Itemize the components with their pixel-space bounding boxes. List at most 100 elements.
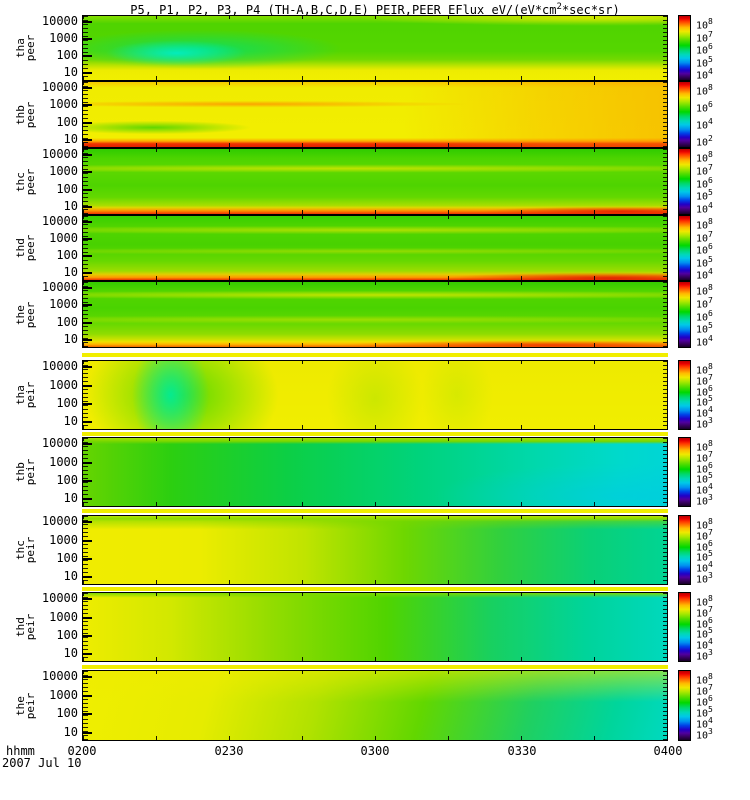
colorbar-tick-base: 10: [696, 629, 709, 641]
y-axis-major-tick: [83, 598, 92, 600]
y-axis-minor-ticks-left: [83, 82, 88, 147]
panel-label-the-peir: the peir: [14, 692, 37, 720]
colorbar-thb-peir: [678, 437, 691, 507]
colorbar-tick-base: 10: [696, 258, 709, 270]
y-tick-label: 1000: [49, 97, 78, 111]
colorbar-tick-label: 106: [696, 42, 713, 56]
colorbar-tick-label: 104: [696, 67, 713, 81]
y-axis-major-tick: [83, 122, 92, 124]
panel-label-instrument: peir: [24, 613, 37, 641]
y-tick-label: 10: [63, 265, 78, 279]
colorbar-tick-base: 10: [696, 86, 709, 98]
colorbar-tick-exponent: 3: [708, 571, 713, 580]
colorbar-thd-peir: [678, 592, 691, 662]
colorbar-tick-base: 10: [696, 179, 709, 191]
colorbar-tick-base: 10: [696, 153, 709, 165]
colorbar-tick-base: 10: [696, 270, 709, 282]
colorbar-thc-peir: [678, 515, 691, 585]
y-axis-major-tick: [83, 272, 92, 274]
colorbar-tick-exponent: 2: [708, 134, 713, 143]
colorbar-tick-exponent: 8: [708, 362, 713, 371]
y-tick-label: 100: [56, 473, 78, 487]
colorbar-tick-exponent: 5: [708, 549, 713, 558]
y-axis-minor-ticks-left: [83, 361, 88, 429]
panel-label-instrument: peir: [24, 536, 37, 564]
colorbar-tick-exponent: 8: [708, 83, 713, 92]
y-axis-major-tick: [83, 287, 92, 289]
x-tick-label: 0200: [67, 744, 97, 758]
x-axis-ticks-bottom: [83, 276, 667, 280]
colorbar-tick-base: 10: [696, 312, 709, 324]
y-tick-label: 10: [63, 569, 78, 583]
colorbar-tick-label: 105: [696, 394, 713, 408]
colorbar-tick-base: 10: [696, 58, 709, 70]
panel-label-instrument: peir: [24, 692, 37, 720]
spectrogram-panel-the-peer: [82, 281, 668, 348]
colorbar-tick-label: 106: [696, 539, 713, 553]
colorbar-tick-base: 10: [696, 531, 709, 543]
colorbar-tick-base: 10: [696, 496, 709, 508]
colorbar-tick-base: 10: [696, 730, 709, 742]
colorbar-tick-base: 10: [696, 597, 709, 609]
colorbar-tick-label: 103: [696, 571, 713, 585]
colorbar-tick-label: 105: [696, 626, 713, 640]
y-axis-minor-ticks-left: [83, 149, 88, 214]
colorbar-tick-base: 10: [696, 485, 709, 497]
colorbar-tick-base: 10: [696, 474, 709, 486]
x-axis-ticks-bottom: [83, 580, 667, 584]
colorbar-tick-base: 10: [696, 387, 709, 399]
colorbar-tick-base: 10: [696, 708, 709, 720]
colorbar-thd-peer: [678, 215, 691, 281]
y-axis-major-tick: [83, 21, 92, 23]
colorbar-tick-label: 103: [696, 416, 713, 430]
colorbar-tick-exponent: 3: [708, 727, 713, 736]
y-axis-major-tick: [83, 189, 92, 191]
y-tick-label: 10000: [41, 80, 78, 94]
colorbar-tick-exponent: 7: [708, 163, 713, 172]
colorbar-tick-exponent: 5: [708, 55, 713, 64]
colorbar-tick-exponent: 6: [708, 384, 713, 393]
panel-separator-stripe: [82, 509, 668, 513]
y-axis-major-tick: [83, 221, 92, 223]
colorbar-tick-label: 104: [696, 560, 713, 574]
x-axis-ticks-bottom: [83, 210, 667, 214]
colorbar-tick-exponent: 8: [708, 283, 713, 292]
colorbar-tick-base: 10: [696, 651, 709, 663]
colorbar-tick-exponent: 6: [708, 309, 713, 318]
y-axis-minor-ticks-right: [663, 516, 667, 584]
y-tick-label: 100: [56, 315, 78, 329]
spectrogram-panel-thd-peir: [82, 592, 668, 662]
colorbar-tick-base: 10: [696, 563, 709, 575]
y-tick-label: 1000: [49, 610, 78, 624]
colorbar-tick-exponent: 4: [708, 201, 713, 210]
y-tick-label: 10: [63, 725, 78, 739]
y-tick-label: 10000: [41, 214, 78, 228]
colorbar-tick-label: 106: [696, 242, 713, 256]
x-axis-ticks-bottom: [83, 502, 667, 506]
y-axis-major-tick: [83, 713, 92, 715]
y-axis-major-tick: [83, 72, 92, 74]
colorbar-tick-exponent: 6: [708, 616, 713, 625]
chart-title: P5, P1, P2, P3, P4 (TH-A,B,C,D,E) PEIR,P…: [0, 2, 750, 17]
y-tick-label: 10: [63, 199, 78, 213]
colorbar-tick-exponent: 5: [708, 626, 713, 635]
y-axis-major-tick: [83, 87, 92, 89]
colorbar-tick-base: 10: [696, 70, 709, 82]
x-axis-ticks-top: [83, 282, 667, 285]
y-tick-label: 10000: [41, 514, 78, 528]
x-axis-ticks-top: [83, 361, 667, 364]
colorbar-tick-exponent: 4: [708, 117, 713, 126]
colorbar-tick-base: 10: [696, 45, 709, 57]
y-axis-major-tick: [83, 576, 92, 578]
date-label: 2007 Jul 10: [2, 756, 82, 770]
panel-label-thd-peir: thd peir: [14, 613, 37, 641]
y-axis-minor-ticks-left: [83, 216, 88, 280]
colorbar-tick-label: 105: [696, 188, 713, 202]
colorbar-tick-exponent: 8: [708, 517, 713, 526]
panel-label-instrument: peer: [24, 168, 37, 196]
y-axis-minor-ticks-right: [663, 282, 667, 347]
y-axis-major-tick: [83, 171, 92, 173]
x-axis-ticks-bottom: [83, 425, 667, 429]
colorbar-tick-base: 10: [696, 204, 709, 216]
y-tick-label: 10000: [41, 280, 78, 294]
